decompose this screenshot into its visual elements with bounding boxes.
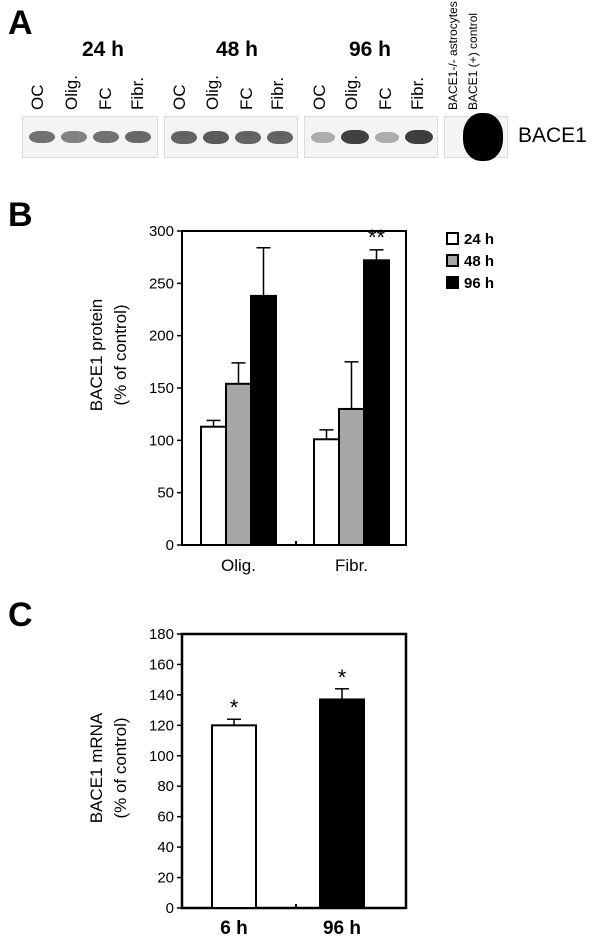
panel-c-letter: C [8,596,33,634]
lane-label: Fibr. [128,76,147,110]
blot-strip-48h [164,116,298,158]
y-tick-label: 140 [149,687,174,704]
x-category-label: 96 h [323,918,361,939]
blot-strip-24h [22,116,158,158]
lane-label: Olig. [62,75,81,110]
lane-label: Olig. [203,75,222,110]
y-tick-label: 150 [149,380,174,397]
bar-48h [225,382,252,546]
blot-strip-controls [444,113,508,161]
bar-48h [338,407,365,546]
y-tick-label: 200 [149,328,174,345]
blot-panel: 24 h 48 h 96 h OC Olig. FC Fibr. OC Olig… [0,0,600,180]
lane-label-knockout: BACE1-/- astrocytes [446,1,460,110]
y-tick-label: 0 [166,900,174,917]
bar-96h [363,259,390,546]
band [125,131,151,143]
lane-label: OC [310,84,329,111]
y-tick-label: 80 [157,778,174,795]
y-tick-label: 120 [149,717,174,734]
y-tick-label: 50 [157,485,174,502]
legend-label: 24 h [464,231,494,248]
y-tick-label: 180 [149,626,174,643]
legend-label: 96 h [464,275,494,292]
ylabel-line1: BACE1 protein [87,299,106,411]
legend-swatch-24h [446,232,459,245]
blot-strip-96h [304,116,438,158]
control-band [463,113,503,161]
bar [319,698,365,910]
ylabel-line2: (% of control) [111,304,130,405]
significance-mark: * [338,665,347,690]
x-category-label: 6 h [220,918,247,939]
legend: 24 h 48 h 96 h [446,231,494,292]
legend-label: 48 h [464,253,494,270]
blot-protein-label: BACE1 [518,124,587,147]
ylabel-line1: BACE1 mRNA [87,712,106,823]
lane-label: Fibr. [268,76,287,110]
panel-a-letter: A [8,4,33,42]
timepoint-label: 96 h [348,38,392,61]
y-tick-label: 300 [149,223,174,240]
timepoint-label: 24 h [81,38,125,61]
bar [211,724,257,910]
panel-b-letter: B [8,196,33,234]
lane-label: OC [170,84,189,111]
band [267,131,293,144]
chart-protein-plot: 0 50 100 150 200 250 300 Olig. ** Fibr. [149,223,407,575]
band [311,132,335,143]
bar-24h [200,425,227,546]
lane-label: FC [96,87,115,110]
chart-protein: 0 50 100 150 200 250 300 Olig. ** Fibr. BACE1 pro… [87,223,494,575]
lane-label-positive-control: BACE1 (+) control [466,12,480,110]
band [375,132,399,143]
timepoint-label: 48 h [215,38,259,61]
y-tick-label: 20 [157,870,174,887]
legend-swatch-96h [446,276,459,289]
y-tick-label: 100 [149,432,174,449]
y-tick-label: 40 [157,839,174,856]
significance-mark: ** [368,225,386,250]
band [93,131,119,143]
lane-label: Olig. [342,75,361,110]
bar-96h [250,294,277,547]
band [235,131,261,144]
chart-mrna: 0 20 40 60 80 100 120 140 160 180 * 6 h * 96 h BACE1 … [87,626,408,939]
band [341,130,369,144]
x-category-label: Olig. [221,556,256,575]
band [61,131,87,143]
chart-mrna-plot: 0 20 40 60 80 100 120 140 160 180 * 6 h * 96 h [149,626,408,939]
lane-label: FC [237,87,256,110]
band [29,131,55,143]
lane-label: FC [376,87,395,110]
significance-mark: * [230,695,239,720]
x-category-label: Fibr. [335,556,368,575]
legend-swatch-48h [446,254,459,267]
ylabel-line2: (% of control) [111,717,130,818]
bar-24h [313,438,340,546]
band [171,131,197,144]
y-tick-label: 60 [157,809,174,826]
y-tick-label: 250 [149,275,174,292]
lane-label: OC [28,84,47,111]
lane-label: Fibr. [408,76,427,110]
y-tick-label: 160 [149,656,174,673]
plot-frame [180,632,408,910]
y-tick-label: 0 [166,537,174,554]
band [203,131,229,144]
band [405,130,433,144]
y-tick-label: 100 [149,748,174,765]
